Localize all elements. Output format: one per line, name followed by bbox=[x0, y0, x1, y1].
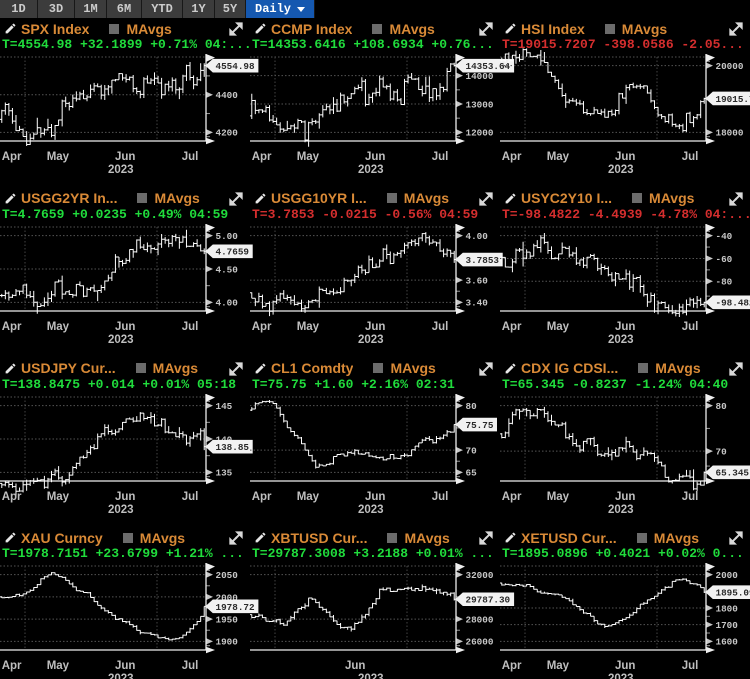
svg-text:138.85: 138.85 bbox=[216, 442, 250, 453]
svg-text:-60: -60 bbox=[716, 254, 733, 265]
svg-text:2000: 2000 bbox=[716, 570, 739, 581]
svg-text:13000: 13000 bbox=[466, 99, 494, 110]
svg-text:14000: 14000 bbox=[466, 71, 494, 82]
svg-text:70: 70 bbox=[466, 445, 478, 456]
svg-text:32000: 32000 bbox=[466, 570, 494, 581]
svg-text:80: 80 bbox=[716, 401, 728, 412]
svg-text:65.345: 65.345 bbox=[716, 467, 750, 478]
svg-text:12000: 12000 bbox=[466, 128, 494, 139]
svg-text:4.00: 4.00 bbox=[216, 297, 239, 308]
svg-text:3.40: 3.40 bbox=[466, 297, 489, 308]
svg-text:75.75: 75.75 bbox=[466, 419, 494, 430]
svg-text:20000: 20000 bbox=[716, 61, 744, 72]
svg-text:135: 135 bbox=[216, 467, 233, 478]
svg-text:4.50: 4.50 bbox=[216, 264, 239, 275]
svg-text:18000: 18000 bbox=[716, 128, 744, 139]
svg-text:4400: 4400 bbox=[216, 90, 239, 101]
svg-text:1700: 1700 bbox=[716, 620, 739, 631]
svg-text:-80: -80 bbox=[716, 276, 733, 287]
svg-text:3.7853: 3.7853 bbox=[466, 255, 500, 266]
svg-text:1950: 1950 bbox=[216, 615, 239, 626]
svg-text:70: 70 bbox=[716, 446, 728, 457]
svg-text:4.7659: 4.7659 bbox=[216, 246, 250, 257]
svg-text:4.00: 4.00 bbox=[466, 231, 489, 242]
svg-text:5.00: 5.00 bbox=[216, 231, 239, 242]
svg-text:26000: 26000 bbox=[466, 637, 494, 648]
svg-text:-40: -40 bbox=[716, 231, 733, 242]
svg-text:1895.09: 1895.09 bbox=[716, 588, 750, 599]
svg-text:1800: 1800 bbox=[716, 604, 739, 615]
svg-text:65: 65 bbox=[466, 467, 478, 478]
svg-text:145: 145 bbox=[216, 401, 233, 412]
svg-text:4200: 4200 bbox=[216, 128, 239, 139]
svg-text:80: 80 bbox=[466, 401, 478, 412]
svg-text:28000: 28000 bbox=[466, 615, 494, 626]
svg-text:2050: 2050 bbox=[216, 570, 239, 581]
svg-text:3.60: 3.60 bbox=[466, 275, 489, 286]
svg-text:-98.482: -98.482 bbox=[716, 297, 750, 308]
svg-text:19015.72: 19015.72 bbox=[716, 94, 750, 105]
svg-text:1600: 1600 bbox=[716, 637, 739, 648]
svg-text:1900: 1900 bbox=[216, 637, 239, 648]
